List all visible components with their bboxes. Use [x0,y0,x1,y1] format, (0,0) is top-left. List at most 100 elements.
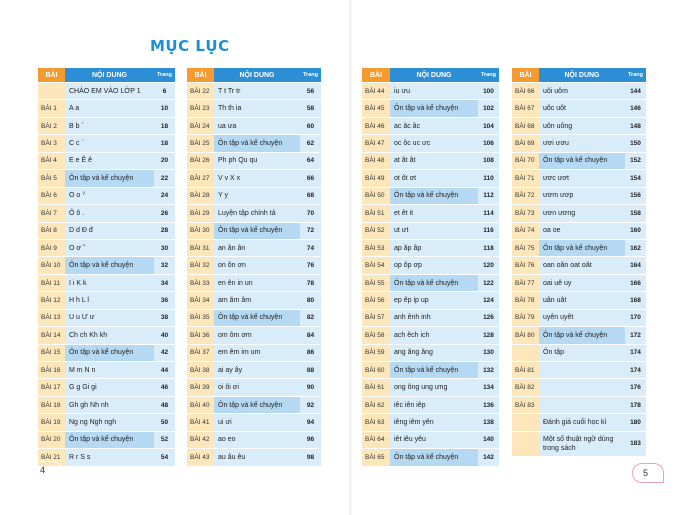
lesson-number: BÀI 62 [362,396,390,415]
lesson-content: U u Ư ư [65,309,154,328]
page-number-cell: 74 [300,239,321,258]
toc-row: BÀI 44 iu ưu 100 [362,83,499,101]
lesson-content: Ôn tập và kể chuyện [539,327,625,345]
lesson-content: ai ay ây [214,362,300,380]
toc-row: BÀI 58 ach êch ich 128 [362,327,499,345]
toc-row: Một số thuật ngữ dùng trong sách 183 [512,431,646,457]
lesson-content: ut ưt [390,222,478,240]
lesson-content: Luyện tập chính tả [214,205,300,223]
lesson-content: Ôn tập và kể chuyện [65,170,154,188]
toc-row: BÀI 43 au âu êu 98 [187,449,321,467]
lesson-content: on ôn ơn [214,257,300,275]
lesson-number: BÀI 57 [362,309,390,328]
page-number-cell: 166 [625,274,646,293]
toc-row: BÀI 74 oa oe 160 [512,222,646,240]
lesson-number: BÀI 31 [187,239,214,258]
lesson-content: ươi ươu [539,135,625,153]
toc-row: BÀI 27 V v X x 66 [187,170,321,188]
page-number-cell: 94 [300,414,321,432]
lesson-number: BÀI 22 [187,83,214,101]
lesson-number: BÀI 2 [38,117,65,136]
page-number-cell: 174 [625,362,646,380]
lesson-content: ang ăng âng [390,344,478,362]
lesson-content: ua ưa [214,117,300,136]
lesson-number: BÀI 80 [512,327,539,345]
lesson-content: at ăt ât [390,152,478,171]
toc-row: BÀI 32 on ôn ơn 76 [187,257,321,275]
header-noidung: NỘI DUNG [65,68,154,83]
lesson-number: BÀI 67 [512,100,539,118]
toc-row: BÀI 14 Ch ch Kh kh 40 [38,327,175,345]
lesson-content: Ôn tập và kể chuyện [539,239,625,258]
lesson-content: Ph ph Qu qu [214,152,300,171]
toc-row: BÀI 63 iêng iêm yên 138 [362,414,499,432]
lesson-content: Ôn tập và kể chuyện [390,362,478,380]
lesson-number: BÀI 10 [38,257,65,275]
header-trang: Trang [300,68,321,83]
page-number-badge-right [632,463,664,483]
lesson-content: Ng ng Ngh ngh [65,414,154,432]
lesson-number: BÀI 3 [38,135,65,153]
toc-row: BÀI 11 I i K k 34 [38,274,175,293]
lesson-content: Ôn tập và kể chuyện [390,274,478,293]
page-number-cell: 52 [154,431,175,450]
lesson-number [512,344,539,362]
lesson-number: BÀI 4 [38,152,65,171]
lesson-number: BÀI 70 [512,152,539,171]
page-number-cell: 28 [154,222,175,240]
lesson-number: BÀI 12 [38,292,65,310]
lesson-number: BÀI 48 [362,152,390,171]
lesson-number: BÀI 33 [187,274,214,293]
lesson-number: BÀI 52 [362,222,390,240]
lesson-content [539,362,625,380]
toc-row: BÀI 64 iêt iêu yêu 140 [362,431,499,450]
lesson-content: B b ˋ [65,117,154,136]
lesson-content: en ên in un [214,274,300,293]
lesson-number: BÀI 45 [362,100,390,118]
toc-row: BÀI 36 om ôm ơm 84 [187,327,321,345]
lesson-content [539,379,625,397]
lesson-number: BÀI 78 [512,292,539,310]
lesson-content: et êt it [390,205,478,223]
page-number-cell: 48 [154,396,175,415]
toc-row: BÀI 15 Ôn tập và kể chuyện 42 [38,344,175,362]
page-number-cell: 126 [478,309,499,328]
lesson-content: uyên uyêt [539,309,625,328]
lesson-number: BÀI 34 [187,292,214,310]
lesson-number: BÀI 41 [187,414,214,432]
page-number-cell: 92 [300,396,321,415]
page-number-cell: 168 [625,292,646,310]
lesson-number: BÀI 14 [38,327,65,345]
header-noidung: NỘI DUNG [214,68,300,83]
page-number-cell: 68 [300,187,321,206]
page-number-cell: 72 [300,222,321,240]
lesson-number: BÀI 29 [187,205,214,223]
toc-row: BÀI 47 oc ôc uc ưc 106 [362,135,499,153]
page-number-cell: 90 [300,379,321,397]
lesson-number: BÀI 46 [362,117,390,136]
toc-row: BÀI 83 178 [512,396,646,415]
lesson-number: BÀI 32 [187,257,214,275]
page-number-cell: 148 [625,117,646,136]
lesson-content: I i K k [65,274,154,293]
table-header-row: BÀI NỘI DUNG Trang [187,68,321,83]
lesson-content: anh ênh inh [390,309,478,328]
page-number-cell: 18 [154,117,175,136]
page-number-cell: 114 [478,205,499,223]
page-number-cell: 172 [625,327,646,345]
lesson-number: BÀI 77 [512,274,539,293]
lesson-number [512,431,539,457]
toc-row: BÀI 41 ui ưi 94 [187,414,321,432]
page-number-cell: 144 [625,83,646,101]
lesson-number [38,83,65,101]
lesson-number: BÀI 19 [38,414,65,432]
toc-row: BÀI 76 oan oăn oat oăt 164 [512,257,646,275]
lesson-content: oai uê uy [539,274,625,293]
lesson-content: O ơ ˜ [65,239,154,258]
header-bai: BÀI [38,68,65,83]
page-number-cell: 46 [154,379,175,397]
lesson-number: BÀI 66 [512,83,539,101]
lesson-content: Ôn tập và kể chuyện [65,257,154,275]
lesson-number: BÀI 40 [187,396,214,415]
